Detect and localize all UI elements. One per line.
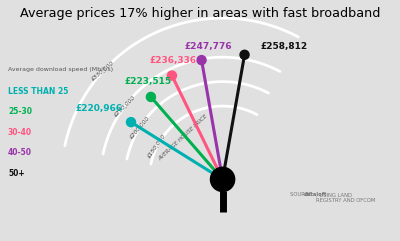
Text: 30-40: 30-40	[8, 128, 32, 137]
Text: SOURCE:: SOURCE:	[290, 192, 315, 197]
Text: £258,812: £258,812	[261, 42, 308, 51]
Text: £330,000: £330,000	[90, 60, 115, 82]
Text: £220,966: £220,966	[76, 104, 123, 113]
Text: LESS THAN 25: LESS THAN 25	[8, 87, 68, 96]
Circle shape	[210, 167, 235, 191]
Text: Average prices 17% higher in areas with fast broadband: Average prices 17% higher in areas with …	[20, 7, 380, 20]
Text: 40-50: 40-50	[8, 148, 32, 157]
Text: £223,515: £223,515	[124, 77, 171, 87]
Circle shape	[168, 71, 176, 80]
Text: £250,000: £250,000	[113, 94, 137, 118]
Circle shape	[240, 50, 249, 59]
Text: £150,000: £150,000	[147, 133, 167, 159]
Text: 50+: 50+	[8, 169, 25, 178]
Circle shape	[197, 56, 206, 65]
Circle shape	[146, 92, 156, 101]
Text: £200,000: £200,000	[129, 115, 151, 140]
Circle shape	[126, 118, 136, 127]
Text: dataloft: dataloft	[304, 192, 328, 197]
Text: AVERAGE HOUSE PRICE: AVERAGE HOUSE PRICE	[158, 113, 209, 161]
Text: Average download speed (Mbit/s): Average download speed (Mbit/s)	[8, 67, 113, 73]
Text: £236,336: £236,336	[150, 56, 197, 65]
Text: 25-30: 25-30	[8, 107, 32, 116]
Text: £247,776: £247,776	[184, 42, 232, 51]
Text: , USING LAND
REGISTRY AND OFCOM: , USING LAND REGISTRY AND OFCOM	[316, 192, 376, 203]
